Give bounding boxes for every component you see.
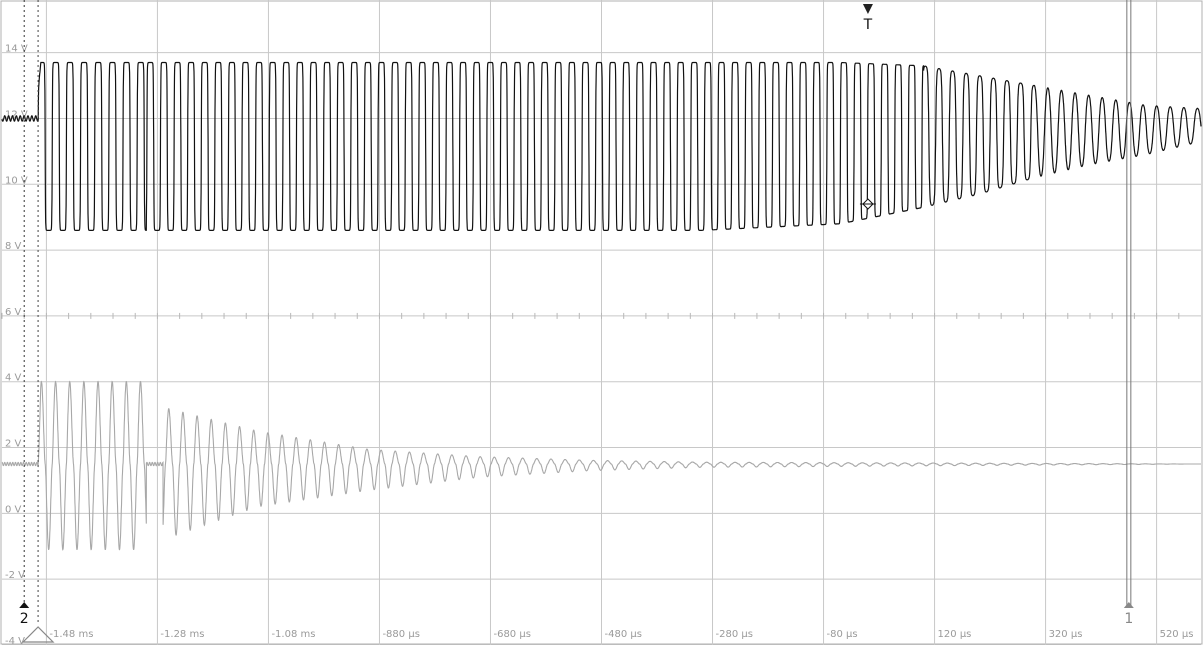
- signal-traces: [1, 61, 1202, 551]
- scope-markers: T 1 2: [19, 0, 1134, 643]
- trace-channel-1: [1, 61, 1202, 231]
- x-tick-label: 520 µs: [1160, 629, 1194, 640]
- trigger-arrow-icon[interactable]: [862, 4, 873, 14]
- x-tick-label: 120 µs: [938, 629, 972, 640]
- cursor-2-arrow-icon[interactable]: [19, 602, 30, 608]
- x-tick-label: 320 µs: [1049, 629, 1083, 640]
- y-axis-tick-labels: 14 V 12 V 10 V 8 V 6 V 4 V 2 V 0 V -2 V -4 V: [5, 44, 28, 645]
- trigger-label: T: [863, 17, 873, 33]
- x-axis-tick-labels: -1.48 ms -1.28 ms -1.08 ms -880 µs -680 µs -4…: [49, 629, 1193, 640]
- cursor-1-label: 1: [1124, 611, 1133, 627]
- cursor-2-label: 2: [20, 611, 29, 627]
- y-tick-label: -2 V: [5, 570, 25, 581]
- x-tick-label: -680 µs: [493, 629, 530, 640]
- y-tick-label: 14 V: [5, 44, 28, 55]
- trace-channel-2: [1, 380, 1201, 551]
- x-tick-label: -480 µs: [605, 629, 642, 640]
- x-tick-label: -1.08 ms: [271, 629, 315, 640]
- y-tick-label: 10 V: [5, 175, 28, 186]
- y-tick-label: 12 V: [5, 109, 28, 120]
- x-tick-label: -80 µs: [827, 629, 858, 640]
- x-tick-label: -280 µs: [716, 629, 753, 640]
- cursor-1-arrow-icon[interactable]: [1123, 602, 1134, 608]
- y-tick-label: -4 V: [5, 636, 25, 645]
- y-tick-label: 4 V: [5, 373, 22, 384]
- x-tick-label: -1.28 ms: [160, 629, 204, 640]
- y-tick-label: 2 V: [5, 439, 22, 450]
- y-tick-label: 8 V: [5, 241, 22, 252]
- y-tick-label: 6 V: [5, 307, 22, 318]
- x-tick-label: -880 µs: [382, 629, 419, 640]
- x-tick-label: -1.48 ms: [49, 629, 93, 640]
- y-tick-label: 0 V: [5, 504, 22, 515]
- time-origin-triangle-icon[interactable]: [21, 626, 55, 643]
- trigger-point-diamond-icon: [859, 198, 876, 210]
